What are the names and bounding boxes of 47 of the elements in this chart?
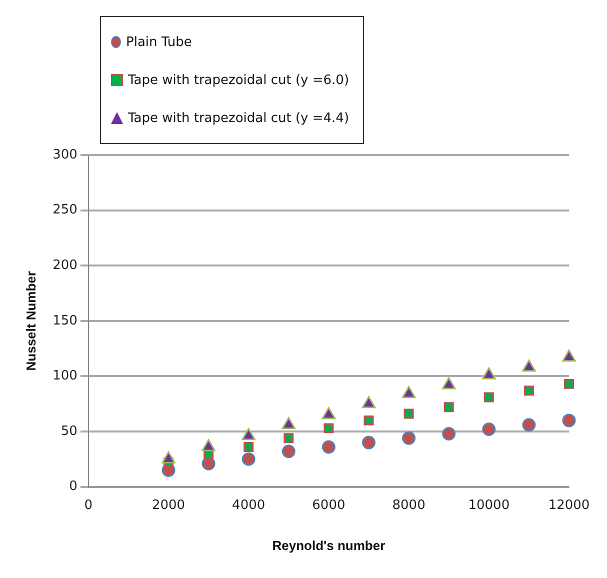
y-tick-label: 100 <box>52 368 78 384</box>
x-axis-title: Reynold's number <box>272 538 386 553</box>
point <box>362 436 376 450</box>
y-tick-label: 300 <box>52 147 78 162</box>
point <box>244 442 254 452</box>
point <box>242 452 256 466</box>
x-tick-label: 6000 <box>312 498 346 513</box>
point <box>402 386 416 398</box>
point <box>242 428 256 440</box>
y-axis-title: Nusselt Number <box>23 271 38 371</box>
point <box>282 417 296 430</box>
legend-label: Plain Tube <box>126 34 192 50</box>
y-tick-label: 250 <box>52 202 78 218</box>
point <box>562 350 576 362</box>
point <box>284 433 294 444</box>
point <box>364 415 374 426</box>
point <box>202 456 216 470</box>
point <box>282 444 296 458</box>
x-tick-label: 12000 <box>548 498 590 513</box>
x-tick-label: 2000 <box>152 498 186 513</box>
x-tick-label: 4000 <box>232 498 266 513</box>
point <box>442 426 456 440</box>
x-tick-label: 8000 <box>392 498 426 513</box>
point <box>524 386 534 396</box>
y-tick-label: 200 <box>52 258 78 273</box>
point <box>484 392 494 402</box>
point <box>322 407 336 420</box>
x-tick-label: 10000 <box>468 498 510 513</box>
y-tick-label: 150 <box>52 313 78 328</box>
point <box>482 367 496 380</box>
point <box>322 440 336 454</box>
x-tick-label: 0 <box>84 498 93 513</box>
y-tick-label: 50 <box>60 424 78 439</box>
point <box>402 431 416 445</box>
point <box>522 418 536 432</box>
legend-label: Tape with trapezoidal cut (y =4.4) <box>128 110 350 126</box>
point <box>362 396 376 408</box>
point <box>522 360 536 372</box>
point <box>444 402 454 412</box>
point <box>442 377 456 390</box>
point <box>564 378 574 389</box>
point <box>562 414 576 428</box>
legend-label: Tape with trapezoidal cut (y =6.0) <box>128 72 350 88</box>
point <box>404 408 414 419</box>
y-tick-label: 0 <box>69 479 78 494</box>
point <box>324 423 334 434</box>
point <box>482 422 496 436</box>
